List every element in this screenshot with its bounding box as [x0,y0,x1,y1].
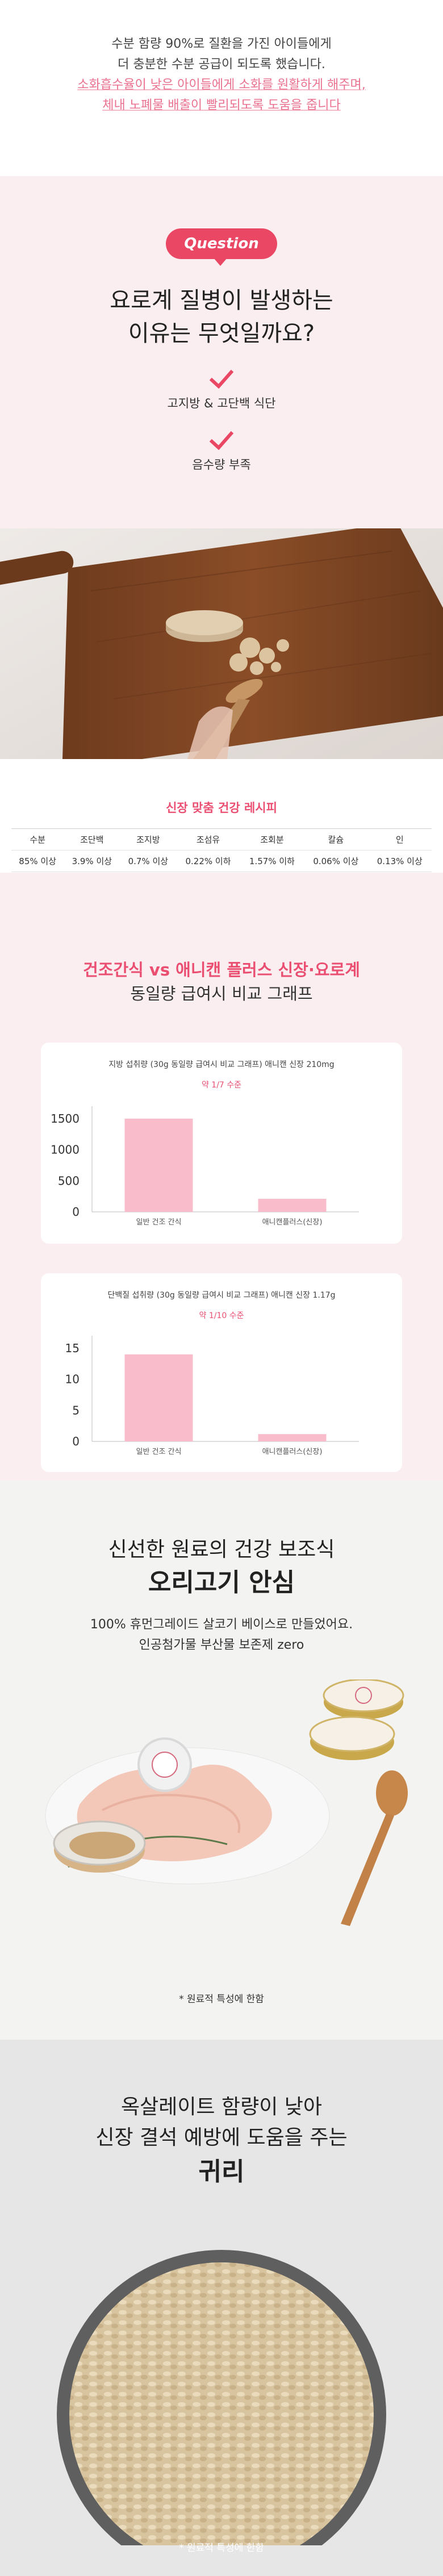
nutrition-header-cell: 조회분 [240,828,304,851]
duck-ingredient-section: 신선한 원료의 건강 보조식 오리고기 안심 100% 휴먼그레이드 살코기 베… [0,1481,443,2040]
duck-title: 신선한 원료의 건강 보조식 오리고기 안심 [0,1535,443,1601]
oat-title: 옥살레이트 함량이 낮아 신장 결석 예방에 도움을 주는 귀리 [0,2092,443,2191]
protein-intake-chart: 0 5 10 15 일반 건조 간식 애니캔플러스(신장) [65,1336,359,1456]
duck-desc-line-1: 100% 휴먼그레이드 살코기 베이스로 만들었어요. [90,1618,353,1632]
x-tick-label: 일반 건조 간식 [136,1218,181,1227]
reason-label-2: 음수량 부족 [192,458,251,472]
bar [258,1199,327,1212]
chart-subtitle: 약 1/10 수준 [199,1311,244,1320]
nutrition-header-cell: 조단백 [64,828,120,851]
cutting-board-illustration [0,528,443,759]
nutrition-header-row: 수분 조단백 조지방 조섬유 조회분 칼슘 인 [11,828,432,851]
chart-title: 단백질 섭취량 (30g 동일량 급여시 비교 그래프) 애니캔 신장 1.17… [107,1291,336,1300]
duck-title-line-1: 신선한 원료의 건강 보조식 [108,1538,335,1561]
duck-desc-line-2: 인공첨가물 부산물 보존제 zero [139,1638,304,1652]
intro-line-4: 체내 노폐물 배출이 빨리되도록 도움을 줍니다 [102,98,341,112]
x-tick-label: 일반 건조 간식 [136,1448,181,1456]
nutrition-header-cell: 칼슘 [304,828,368,851]
nutrition-value-cell: 0.13% 이상 [367,850,432,872]
oat-note: * 원료적 특성에 한함 [179,2542,264,2554]
recipe-title: 신장 맞춤 건강 레시피 [166,801,277,815]
chart-subtitle: 약 1/7 수준 [201,1081,242,1090]
nutrition-value-cell: 0.7% 이상 [120,850,177,872]
product-photo-cutting-board [0,528,443,759]
question-section: Question 요로계 질병이 발생하는 이유는 무엇일까요? 고지방 & 고… [0,176,443,528]
reason-item-2: 음수량 부족 [0,431,443,473]
recipe-section: 신장 맞춤 건강 레시피 수분 조단백 조지방 조섬유 조회분 칼슘 인 85%… [0,759,443,873]
question-title-line-1: 요로계 질병이 발생하는 [110,287,333,314]
y-tick-label: 5 [72,1403,80,1417]
oat-title-line-1: 옥살레이트 함량이 낮아 [120,2095,323,2119]
nutrition-table: 수분 조단백 조지방 조섬유 조회분 칼슘 인 85% 이상 3.9% 이상 0… [11,828,432,872]
graph-section-title: 건조간식 vs 애니캔 플러스 신장·요로계 동일량 급여시 비교 그래프 [0,958,443,1006]
x-tick-label: 애니캔플러스(신장) [262,1218,323,1227]
question-title-line-2: 이유는 무엇일까요? [128,320,315,347]
y-tick-label: 1000 [51,1143,80,1157]
question-title: 요로계 질병이 발생하는 이유는 무엇일까요? [0,284,443,350]
duck-note: * 원료적 특성에 한함 [179,1994,264,2005]
check-icon [210,369,233,389]
chart-title: 지방 섭취량 (30g 동일량 급여시 비교 그래프) 애니캔 신장 210mg [108,1060,335,1069]
nutrition-header-cell: 조지방 [120,828,177,851]
oat-bowl-illustration [57,2250,386,2545]
y-tick-label: 0 [72,1205,80,1219]
fat-intake-chart-card: 0 500 1000 1500 일반 건조 간식 애니캔플러스(신장) 지방 섭취량 (3… [41,1043,402,1244]
graph-title-emphasis: 건조간식 vs 애니캔 플러스 신장·요로계 [83,960,360,979]
bar [124,1118,193,1212]
oat-title-line-2: 신장 결석 예방에 도움을 주는 [95,2126,348,2149]
nutrition-value-cell: 3.9% 이상 [64,850,120,872]
nutrition-value-cell: 0.22% 이하 [176,850,240,872]
y-tick-label: 1500 [51,1112,80,1126]
check-icon [210,431,233,451]
bar [124,1354,193,1441]
intro-section: 수분 함량 90%로 질환을 가진 아이들에게 더 충분한 수분 공급이 되도록… [0,0,443,176]
oat-ingredient-section: 옥살레이트 함량이 낮아 신장 결석 예방에 도움을 주는 귀리 * 원료적 특… [0,2040,443,2576]
intro-line-2: 더 충분한 수분 공급이 되도록 했습니다. [118,57,325,72]
protein-intake-chart-card: 0 5 10 15 일반 건조 간식 애니캔플러스(신장) 단백질 섭취량 (30g 동일… [41,1273,402,1472]
bar [258,1434,327,1441]
y-tick-label: 15 [65,1341,80,1355]
intro-line-1: 수분 함량 90%로 질환을 가진 아이들에게 [111,37,332,51]
x-tick-label: 애니캔플러스(신장) [262,1448,323,1456]
question-badge: Question [166,228,277,266]
reason-label-1: 고지방 & 고단백 식단 [167,397,276,410]
oat-title-line-3: 귀리 [198,2157,245,2186]
y-tick-label: 500 [58,1174,80,1187]
nutrition-value-row: 85% 이상 3.9% 이상 0.7% 이상 0.22% 이하 1.57% 이하… [11,850,432,872]
y-tick-label: 0 [72,1435,80,1448]
intro-line-3: 소화흡수율이 낮은 아이들에게 소화를 원활하게 해주며, [77,78,366,92]
nutrition-header-cell: 조섬유 [176,828,240,851]
reason-item-1: 고지방 & 고단백 식단 [0,369,443,411]
comparison-graph-section: 건조간식 vs 애니캔 플러스 신장·요로계 동일량 급여시 비교 그래프 0 5… [0,873,443,1481]
y-tick-label: 10 [65,1373,80,1386]
fat-intake-chart: 0 500 1000 1500 일반 건조 간식 애니캔플러스(신장) [51,1106,359,1227]
nutrition-header-cell: 인 [367,828,432,851]
nutrition-value-cell: 1.57% 이하 [240,850,304,872]
duck-title-line-2: 오리고기 안심 [148,1568,295,1597]
graph-title-line-2: 동일량 급여시 비교 그래프 [130,984,313,1003]
duck-product-illustration [45,1679,408,1926]
nutrition-value-cell: 0.06% 이상 [304,850,368,872]
duck-description: 100% 휴먼그레이드 살코기 베이스로 만들었어요. 인공첨가물 부산물 보존… [0,1615,443,1656]
nutrition-header-cell: 수분 [11,828,64,851]
nutrition-value-cell: 85% 이상 [11,850,64,872]
